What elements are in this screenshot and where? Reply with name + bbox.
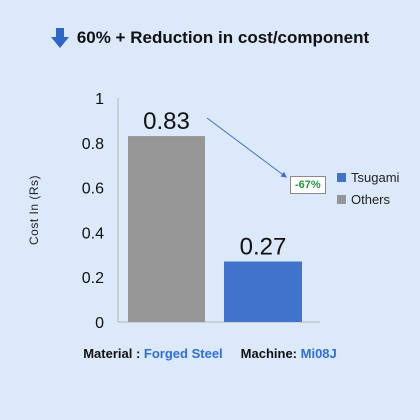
- bar-others: [128, 136, 205, 322]
- down-arrow-icon: [50, 28, 69, 48]
- y-axis-label: Cost In (Rs): [27, 174, 42, 246]
- legend-label-others: Others: [351, 191, 391, 207]
- y-tick-label: 0.4: [82, 225, 104, 242]
- footer: Material : Forged Steel Machine: Mi08J: [0, 346, 420, 361]
- y-tick-label: 0.2: [82, 270, 104, 287]
- legend-swatch-tsugami: [337, 172, 346, 182]
- bar-tsugami: [224, 261, 302, 322]
- y-tick-label: 0.6: [82, 181, 104, 198]
- legend-label-tsugami: Tsugami: [351, 169, 400, 185]
- material-info: Material : Forged Steel: [83, 346, 222, 361]
- legend-item-tsugami: Tsugami: [337, 166, 399, 188]
- machine-label: Machine:: [240, 346, 298, 361]
- machine-value: Mi08J: [300, 346, 337, 361]
- material-value: Forged Steel: [143, 346, 223, 361]
- material-label: Material :: [83, 346, 141, 361]
- reduction-arrow: [206, 117, 287, 178]
- legend-item-others: Others: [337, 188, 399, 210]
- legend-swatch-others: [337, 194, 346, 204]
- y-axis-label-wrap: Cost In (Rs): [24, 150, 44, 270]
- data-label-others: 0.83: [143, 108, 190, 135]
- headline: 60% + Reduction in cost/component: [0, 28, 420, 48]
- data-label-tsugami: 0.27: [240, 234, 287, 261]
- reduction-badge: -67%: [290, 176, 326, 194]
- y-tick-label: 0: [95, 315, 104, 332]
- y-tick-label: 1: [95, 91, 104, 108]
- y-tick-label: 0.8: [82, 136, 104, 153]
- legend: Tsugami Others: [337, 166, 399, 210]
- machine-info: Machine: Mi08J: [241, 346, 337, 361]
- headline-text: 60% + Reduction in cost/component: [76, 28, 370, 47]
